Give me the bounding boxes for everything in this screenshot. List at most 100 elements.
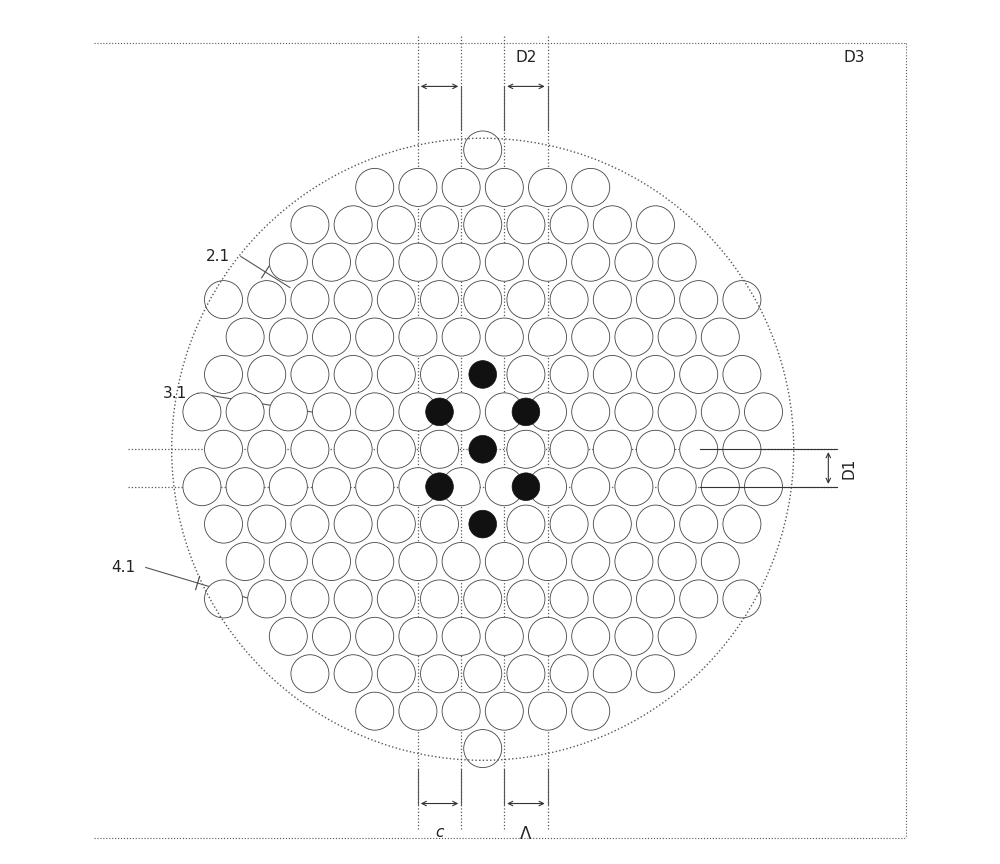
Circle shape — [529, 243, 567, 281]
Circle shape — [399, 618, 437, 656]
Circle shape — [658, 618, 696, 656]
Circle shape — [550, 580, 588, 618]
Circle shape — [469, 435, 497, 463]
Circle shape — [426, 473, 453, 500]
Circle shape — [334, 505, 372, 543]
Circle shape — [615, 318, 653, 356]
Circle shape — [593, 655, 631, 693]
Circle shape — [615, 543, 653, 581]
Circle shape — [421, 281, 459, 319]
Circle shape — [377, 580, 415, 618]
Circle shape — [464, 281, 502, 319]
Circle shape — [529, 393, 567, 431]
Circle shape — [421, 505, 459, 543]
Circle shape — [572, 393, 610, 431]
Circle shape — [680, 281, 718, 319]
Circle shape — [334, 281, 372, 319]
Circle shape — [426, 398, 453, 426]
Circle shape — [637, 505, 675, 543]
Circle shape — [248, 355, 286, 393]
Circle shape — [356, 168, 394, 206]
Circle shape — [313, 393, 351, 431]
Circle shape — [680, 580, 718, 618]
Circle shape — [356, 393, 394, 431]
Circle shape — [550, 505, 588, 543]
Circle shape — [593, 355, 631, 393]
Circle shape — [658, 543, 696, 581]
Circle shape — [313, 243, 351, 281]
Circle shape — [723, 281, 761, 319]
Circle shape — [313, 543, 351, 581]
Circle shape — [469, 511, 497, 538]
Circle shape — [377, 505, 415, 543]
Circle shape — [658, 243, 696, 281]
Circle shape — [550, 430, 588, 468]
Circle shape — [334, 355, 372, 393]
Circle shape — [464, 206, 502, 244]
Circle shape — [205, 430, 243, 468]
Circle shape — [399, 692, 437, 730]
Text: c: c — [435, 825, 444, 840]
Circle shape — [248, 281, 286, 319]
Circle shape — [615, 243, 653, 281]
Circle shape — [399, 543, 437, 581]
Circle shape — [512, 473, 540, 500]
Circle shape — [442, 618, 480, 656]
Circle shape — [356, 618, 394, 656]
Circle shape — [512, 398, 540, 426]
Circle shape — [442, 543, 480, 581]
Circle shape — [723, 355, 761, 393]
Circle shape — [226, 543, 264, 581]
Circle shape — [226, 393, 264, 431]
Circle shape — [248, 505, 286, 543]
Circle shape — [248, 430, 286, 468]
Circle shape — [226, 467, 264, 505]
Circle shape — [745, 393, 783, 431]
Circle shape — [723, 580, 761, 618]
Circle shape — [529, 467, 567, 505]
Circle shape — [269, 243, 307, 281]
Circle shape — [183, 467, 221, 505]
Circle shape — [442, 318, 480, 356]
Circle shape — [399, 243, 437, 281]
Circle shape — [291, 206, 329, 244]
Circle shape — [658, 467, 696, 505]
Circle shape — [356, 243, 394, 281]
Circle shape — [421, 355, 459, 393]
Circle shape — [313, 318, 351, 356]
Circle shape — [723, 430, 761, 468]
Circle shape — [550, 281, 588, 319]
Circle shape — [334, 430, 372, 468]
Circle shape — [269, 467, 307, 505]
Circle shape — [464, 729, 502, 767]
Circle shape — [572, 467, 610, 505]
Circle shape — [464, 580, 502, 618]
Circle shape — [442, 393, 480, 431]
Circle shape — [291, 655, 329, 693]
Circle shape — [572, 692, 610, 730]
Circle shape — [399, 168, 437, 206]
Text: 3.1: 3.1 — [163, 386, 187, 401]
Circle shape — [442, 692, 480, 730]
Circle shape — [637, 430, 675, 468]
Circle shape — [680, 505, 718, 543]
Circle shape — [529, 692, 567, 730]
Circle shape — [377, 355, 415, 393]
Circle shape — [464, 655, 502, 693]
Circle shape — [356, 543, 394, 581]
Circle shape — [205, 281, 243, 319]
Circle shape — [637, 281, 675, 319]
Circle shape — [529, 168, 567, 206]
Circle shape — [269, 393, 307, 431]
Text: Λ: Λ — [520, 825, 532, 843]
Circle shape — [658, 393, 696, 431]
Circle shape — [637, 580, 675, 618]
Circle shape — [723, 505, 761, 543]
Circle shape — [226, 318, 264, 356]
Circle shape — [550, 355, 588, 393]
Circle shape — [377, 281, 415, 319]
Text: 4.1: 4.1 — [111, 560, 135, 575]
Circle shape — [356, 692, 394, 730]
Text: D1: D1 — [841, 457, 856, 479]
Circle shape — [701, 393, 739, 431]
